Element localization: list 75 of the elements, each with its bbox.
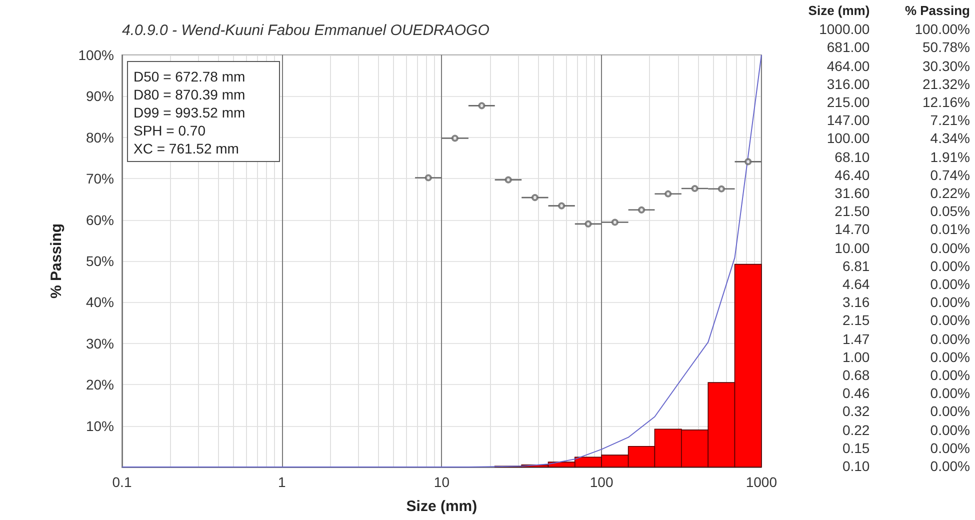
- data-label: 0.00%: [929, 311, 970, 330]
- category-label: 215.00: [826, 93, 870, 112]
- data-label: 0.00%: [929, 348, 970, 366]
- category-label: 0.22: [841, 420, 870, 439]
- data-label: 4.34%: [929, 129, 970, 148]
- data-label: 0.00%: [929, 402, 970, 421]
- category-label: 46.40: [834, 166, 870, 184]
- annotation: D50 = 672.78 mm: [134, 68, 246, 84]
- y-tick-label: 60%: [86, 212, 114, 228]
- data-label: 0.22%: [929, 184, 970, 202]
- y-tick-label: 80%: [86, 129, 114, 146]
- category-label: 0.46: [841, 384, 870, 402]
- x-tick-label: 1000: [746, 474, 778, 490]
- category-label: 316.00: [826, 74, 870, 94]
- data-label: 0.00%: [929, 384, 970, 402]
- y-tick-label: 10%: [86, 418, 114, 434]
- y-tick-label: 90%: [86, 88, 114, 104]
- text: Size (mm): [807, 2, 870, 20]
- data-label: 0.00%: [929, 275, 970, 294]
- data-label: 12.16%: [922, 93, 970, 112]
- category-label: 68.10: [834, 148, 870, 166]
- data-label: 0.00%: [929, 420, 970, 439]
- category-label: 100.00: [826, 129, 870, 148]
- chart-title: 4.0.9.0 - Wend-Kuuni Fabou Emmanuel OUEDRAOGO: [122, 22, 490, 39]
- category-label: 0.10: [841, 457, 870, 476]
- data-label: 0.00%: [929, 330, 970, 348]
- data-label: 0.00%: [929, 438, 970, 458]
- category-label: 1.47: [841, 330, 870, 348]
- y-tick-label: 70%: [86, 170, 114, 187]
- category-label: 10.00: [834, 238, 870, 257]
- category-label: 3.16: [841, 293, 870, 312]
- data-label: 1.91%: [929, 148, 970, 166]
- category-label: 4.64: [841, 275, 870, 294]
- category-label: 0.68: [841, 366, 870, 384]
- y-axis-title: % Passing: [48, 223, 65, 299]
- annotation: D99 = 993.52 mm: [134, 104, 246, 120]
- text: % Passing: [904, 2, 970, 20]
- category-label: 464.00: [826, 56, 870, 75]
- category-label: 31.60: [834, 184, 870, 202]
- data-label: 7.21%: [929, 111, 970, 130]
- y-tick-label: 20%: [86, 376, 114, 393]
- data-label: 0.01%: [929, 220, 970, 239]
- category-label: 0.32: [841, 402, 870, 421]
- category-label: 1000.00: [818, 20, 870, 38]
- category-label: 681.00: [826, 38, 870, 57]
- y-tick-label: 40%: [86, 294, 114, 310]
- data-label: 50.78%: [922, 38, 970, 57]
- category-label: 147.00: [826, 111, 870, 130]
- data-label: 30.30%: [922, 56, 970, 75]
- data-label: 0.00%: [929, 293, 970, 312]
- x-tick-label: 10: [434, 474, 450, 490]
- data-label: 0.00%: [929, 256, 970, 276]
- category-label: 21.50: [834, 202, 870, 220]
- category-label: 6.81: [841, 256, 870, 276]
- annotation: SPH = 0.70: [134, 122, 206, 138]
- annotation: XC = 761.52 mm: [134, 140, 239, 156]
- data-label: 0.74%: [929, 166, 970, 184]
- data-label: 0.00%: [929, 366, 970, 384]
- annotation: D80 = 870.39 mm: [134, 86, 246, 102]
- y-tick-label: 30%: [86, 335, 114, 352]
- y-tick-label: 100%: [78, 47, 114, 63]
- category-label: 1.00: [841, 348, 870, 366]
- category-label: 14.70: [834, 220, 870, 239]
- data-label: 0.00%: [929, 457, 970, 476]
- category-label: 2.15: [841, 311, 870, 330]
- x-axis-title: Size (mm): [406, 498, 478, 515]
- data-label: 21.32%: [922, 74, 970, 94]
- data-label: 0.00%: [929, 238, 970, 257]
- data-label: 0.05%: [929, 202, 970, 220]
- x-tick-label: 100: [590, 474, 614, 490]
- data-label: 100.00%: [914, 20, 970, 38]
- category-label: 0.15: [841, 438, 870, 458]
- x-tick-label: 1: [278, 474, 286, 490]
- x-tick-label: 0.1: [112, 474, 132, 490]
- y-tick-label: 50%: [86, 253, 114, 269]
